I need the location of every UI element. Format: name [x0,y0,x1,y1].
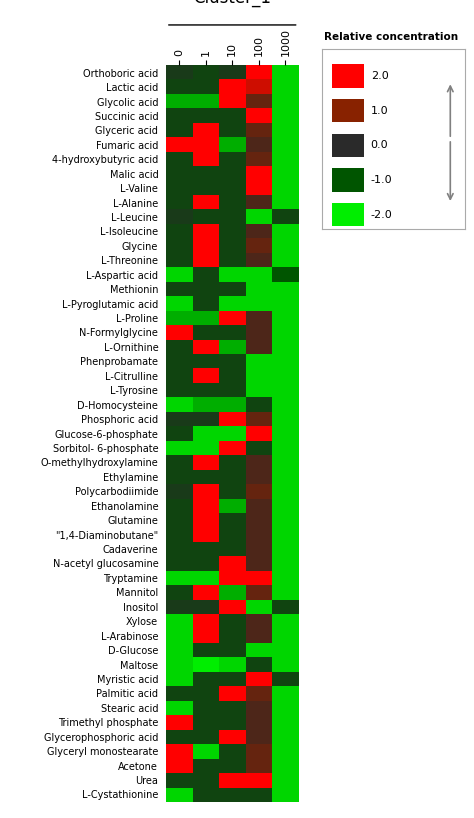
Text: -1.0: -1.0 [371,175,392,185]
Text: 2.0: 2.0 [371,71,388,81]
Bar [332,99,364,123]
Bar [332,133,364,157]
Text: 0.0: 0.0 [371,141,388,151]
Text: Relative concentration: Relative concentration [324,32,457,42]
Bar [332,203,364,227]
Text: Cluster_1: Cluster_1 [193,0,271,7]
Bar [332,65,364,88]
Bar [332,169,364,191]
Text: 1.0: 1.0 [371,106,388,115]
Text: -2.0: -2.0 [371,209,392,220]
